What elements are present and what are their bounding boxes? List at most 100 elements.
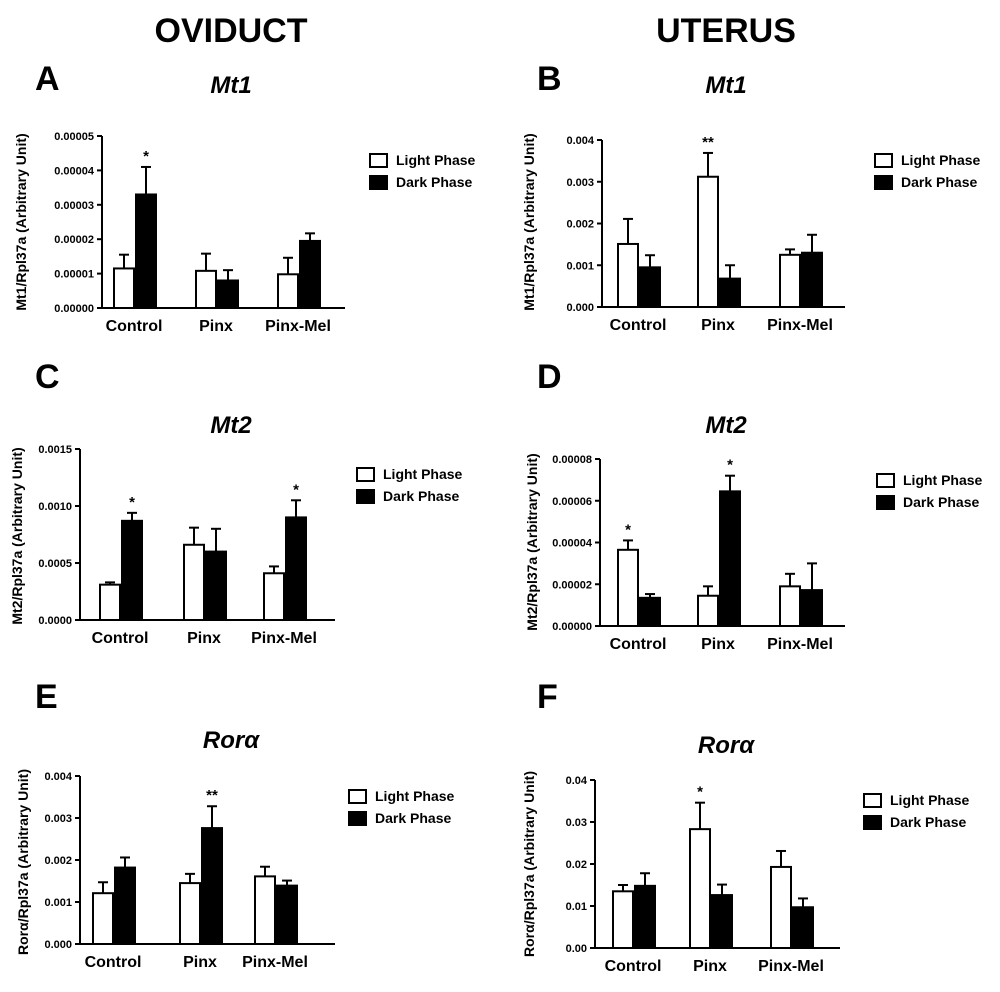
x-category-label: Pinx [183,954,217,971]
legend-swatch-dark [348,811,367,826]
legend-label: Dark Phase [901,174,977,190]
panel-letter: E [35,678,58,716]
y-tick-label: 0.01 [566,901,587,913]
x-category-label: Pinx-Mel [767,317,833,334]
legend-label: Dark Phase [890,814,966,830]
bar-dark [217,279,239,310]
panel-letter: A [35,60,60,98]
y-tick-label: 0.003 [566,177,594,189]
significance-label: * [293,481,299,498]
bar-dark [121,519,143,622]
bar-light [697,594,719,628]
significance-label: * [143,148,149,165]
legend-swatch-dark [369,175,388,190]
panel-f: F Rorα Rorα/Rpl37a (Arbitrary Unit) 0.00 0.0… [521,678,970,975]
y-tick-label: 0.00005 [54,131,94,143]
bar-light [697,175,719,308]
significance-label: * [129,494,135,511]
x-category-label: Pinx-Mel [265,318,331,335]
bar-light [195,269,217,309]
bar-light [113,267,135,310]
y-tick-label: 0.003 [44,813,72,825]
bar-light [779,253,801,308]
panel-b: B Mt1 Mt1/Rpl37a (Arbitrary Unit) 0.000 0.00… [521,60,981,334]
bar-dark [719,277,741,308]
bar-light [263,572,285,622]
x-category-label: Control [610,636,667,653]
x-category-label: Pinx [693,958,727,975]
bar-light [612,890,634,949]
legend-label: Light Phase [901,152,981,168]
bar-light [183,543,205,622]
legend-swatch-light [356,467,375,482]
bar-dark [792,906,814,950]
legend-label: Light Phase [890,792,970,808]
x-category-label: Control [85,954,142,971]
x-category-label: Pinx [187,630,221,647]
legend-swatch-light [863,793,882,808]
y-tick-label: 0.004 [44,771,72,783]
bar-light [770,865,792,949]
significance-label: * [625,521,631,538]
bar-light [617,548,639,628]
y-tick-label: 0.00004 [552,538,593,550]
panel-title: Mt1 [210,72,251,99]
panel-title: Mt1 [705,72,746,99]
panel-title: Rorα [203,727,260,754]
legend-swatch-dark [356,489,375,504]
y-tick-label: 0.001 [44,897,72,909]
y-axis-label: Mt1/Rpl37a (Arbitrary Unit) [13,133,29,310]
significance-label: * [727,457,733,474]
y-tick-label: 0.001 [566,260,594,272]
y-tick-label: 0.00003 [54,200,94,212]
bar-light [689,828,711,950]
legend-swatch-light [876,473,895,488]
x-category-label: Pinx-Mel [251,630,317,647]
bar-light [617,242,639,309]
legend-label: Dark Phase [903,494,979,510]
y-tick-label: 0.000 [44,939,72,951]
x-category-label: Control [610,317,667,334]
y-tick-label: 0.0015 [38,444,72,456]
significance-label: * [697,784,703,801]
x-category-label: Pinx-Mel [758,958,824,975]
bar-dark [276,884,298,945]
y-tick-label: 0.0010 [38,501,72,513]
panel-title: Mt2 [210,412,252,439]
bar-dark [201,827,223,946]
y-tick-label: 0.00002 [552,579,592,591]
y-tick-label: 0.00001 [54,269,94,281]
y-tick-label: 0.00 [566,943,587,955]
y-tick-label: 0.002 [566,219,594,231]
column-header-uterus: UTERUS [656,12,796,50]
legend-swatch-dark [874,175,893,190]
significance-label: ** [702,134,714,151]
y-tick-label: 0.03 [566,817,587,829]
panel-title: Mt2 [705,412,747,439]
y-tick-label: 0.002 [44,855,72,867]
bar-dark [205,550,227,621]
bar-dark [801,251,823,309]
legend-label: Light Phase [375,788,455,804]
column-header-oviduct: OVIDUCT [155,12,308,50]
legend-label: Light Phase [903,472,983,488]
y-tick-label: 0.0005 [38,558,72,570]
y-tick-label: 0.0000 [38,615,72,627]
bar-dark [711,894,733,950]
y-tick-label: 0.00000 [552,621,592,633]
y-axis-label: Rorα/Rpl37a (Arbitrary Unit) [15,769,31,955]
bar-dark [634,884,656,950]
y-tick-label: 0.000 [566,302,594,314]
legend-label: Light Phase [383,466,463,482]
bar-dark [639,596,661,627]
x-category-label: Pinx-Mel [767,636,833,653]
bar-dark [135,193,157,309]
x-category-label: Control [92,630,149,647]
y-tick-label: 0.00004 [54,165,95,177]
panel-letter: D [537,358,562,396]
x-category-label: Control [605,958,662,975]
x-category-label: Pinx [701,636,735,653]
bar-light [179,882,201,945]
panel-letter: C [35,358,60,396]
